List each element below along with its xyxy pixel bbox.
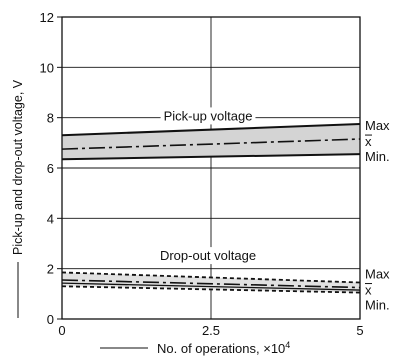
pickup-mean-label: x (365, 134, 372, 149)
dropout-max-label: Max (365, 267, 390, 282)
x-axis-title-text: No. of operations, ×104 (157, 340, 290, 356)
x-tick-label-0: 0 (58, 323, 65, 338)
pickup-min-label: Min. (365, 149, 390, 164)
x-tick-label-2.5: 2.5 (202, 323, 220, 338)
y-tick-label-6: 6 (47, 161, 54, 176)
y-tick-label-12: 12 (40, 10, 54, 25)
y-tick-label-4: 4 (47, 211, 54, 226)
dropout-label-bg (156, 247, 260, 265)
y-axis-title: Pick-up and drop-out voltage, V (11, 79, 25, 318)
x-axis-title-exponent: 4 (285, 340, 290, 350)
dropout-band-area (62, 272, 360, 293)
y-tick-label-2: 2 (47, 262, 54, 277)
dropout-min-line (61, 285, 361, 294)
y-axis-title-text: Pick-up and drop-out voltage, V (11, 79, 25, 255)
y-tick-label-8: 8 (47, 111, 54, 126)
pickup-label-bg (160, 107, 256, 125)
pickup-mean-line (61, 138, 361, 150)
dropout-min-label: Min. (365, 298, 390, 313)
y-tick-label-0: 0 (47, 312, 54, 327)
tick-labels: 0 2 4 6 8 10 12 0 2.5 5 (40, 10, 364, 338)
pickup-max-line (61, 122, 361, 137)
x-axis-title: No. of operations, ×104 (100, 340, 290, 356)
dropout-inner-line (61, 282, 361, 291)
pickup-max-label: Max (365, 118, 390, 133)
x-tick-label-5: 5 (356, 323, 363, 338)
bands-layer: Pick-up voltage Drop-out voltage (61, 107, 361, 294)
dropout-mean-line (61, 279, 361, 289)
dropout-band-label: Drop-out voltage (160, 248, 256, 263)
pickup-band-label: Pick-up voltage (164, 108, 253, 123)
y-tick-label-10: 10 (40, 60, 54, 75)
dropout-mean-label: x (365, 283, 372, 298)
dropout-max-line (61, 271, 361, 284)
pickup-min-line (61, 153, 361, 161)
grid-lines (62, 17, 360, 319)
